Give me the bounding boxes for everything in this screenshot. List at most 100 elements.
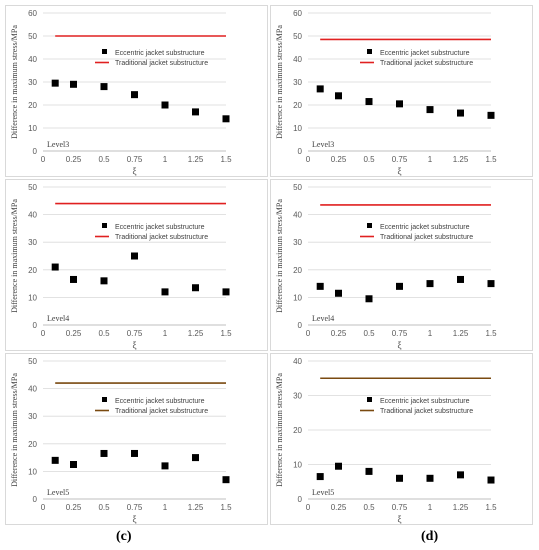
eccentric-data-point — [316, 473, 324, 481]
x-axis-label: ξ — [132, 514, 136, 524]
x-tick-label: 0.25 — [66, 503, 82, 512]
y-axis-label: Difference in maximum stress/MPa — [10, 373, 19, 487]
y-tick-label: 60 — [28, 9, 37, 18]
eccentric-data-point — [131, 91, 138, 99]
y-tick-label: 0 — [298, 321, 303, 330]
y-tick-label: 20 — [293, 426, 302, 435]
x-tick-label: 0.25 — [66, 155, 82, 164]
y-tick-label: 10 — [28, 124, 37, 133]
y-tick-label: 30 — [293, 238, 302, 247]
x-tick-label: 0.75 — [127, 329, 143, 338]
x-tick-label: 1.25 — [188, 155, 204, 164]
x-tick-label: 0.75 — [127, 503, 143, 512]
y-tick-label: 40 — [28, 211, 37, 220]
eccentric-data-point — [335, 462, 342, 470]
eccentric-data-point — [335, 289, 342, 297]
x-tick-label: 0.75 — [392, 503, 408, 512]
x-tick-label: 0 — [41, 503, 46, 512]
eccentric-data-point — [396, 474, 403, 482]
eccentric-data-point — [487, 476, 495, 484]
y-tick-label: 40 — [293, 357, 302, 366]
y-tick-label: 10 — [28, 467, 37, 476]
y-tick-label: 20 — [28, 440, 37, 449]
y-axis-label: Difference in maximum stress/MPa — [275, 25, 284, 139]
eccentric-data-point — [192, 284, 199, 292]
y-tick-label: 50 — [293, 32, 302, 41]
level-label: Level4 — [312, 314, 334, 323]
eccentric-data-point — [51, 263, 59, 271]
y-tick-label: 30 — [293, 78, 302, 87]
y-tick-label: 30 — [28, 78, 37, 87]
y-tick-label: 40 — [293, 55, 302, 64]
legend-label-eccentric: Eccentric jacket substructure — [115, 50, 205, 57]
panel-frame-d-level3 — [270, 5, 533, 177]
legend-label-traditional: Traditional jacket substructure — [115, 60, 208, 67]
x-tick-label: 0 — [41, 155, 46, 164]
legend-label-traditional: Traditional jacket substructure — [115, 234, 208, 241]
y-axis-label: Difference in maximum stress/MPa — [10, 199, 19, 313]
x-axis-label: ξ — [132, 340, 136, 350]
legend-marker-eccentric — [367, 397, 372, 402]
y-tick-label: 0 — [298, 495, 303, 504]
x-tick-label: 1.5 — [485, 503, 497, 512]
y-tick-label: 40 — [293, 211, 302, 220]
x-tick-label: 0.25 — [331, 329, 347, 338]
eccentric-data-point — [457, 471, 464, 479]
x-tick-label: 0.5 — [363, 155, 375, 164]
legend-marker-eccentric — [102, 49, 107, 54]
y-tick-label: 30 — [28, 412, 37, 421]
eccentric-data-point — [51, 456, 59, 464]
x-tick-label: 0.5 — [363, 503, 375, 512]
chart-c-level5: 0 10 20 30 40 50 0 0.25 0.5 0.75 1 1.25 1.5 ξ Differen… — [10, 357, 232, 524]
y-tick-label: 40 — [28, 55, 37, 64]
x-tick-label: 1 — [163, 503, 168, 512]
legend-marker-eccentric — [102, 397, 107, 402]
eccentric-data-point — [192, 108, 199, 116]
x-tick-label: 1.25 — [453, 155, 469, 164]
eccentric-data-point — [335, 92, 342, 100]
y-tick-label: 30 — [28, 238, 37, 247]
level-label: Level4 — [47, 314, 69, 323]
x-tick-label: 0.75 — [127, 155, 143, 164]
x-tick-label: 1.25 — [453, 329, 469, 338]
eccentric-data-point — [316, 85, 324, 93]
y-tick-label: 20 — [28, 266, 37, 275]
eccentric-data-point — [100, 83, 108, 91]
eccentric-data-point — [222, 288, 230, 296]
panel-frame-c-level3 — [5, 5, 268, 177]
x-tick-label: 1.5 — [485, 329, 497, 338]
eccentric-data-point — [161, 101, 169, 109]
x-tick-label: 0.5 — [98, 503, 110, 512]
y-tick-label: 0 — [33, 147, 38, 156]
x-tick-label: 0.75 — [392, 329, 408, 338]
eccentric-data-point — [426, 474, 434, 482]
x-tick-label: 1 — [428, 329, 433, 338]
level-label: Level3 — [47, 140, 69, 149]
panel-frame-d-level5 — [270, 353, 533, 525]
eccentric-data-point — [426, 106, 434, 114]
legend-label-traditional: Traditional jacket substructure — [380, 60, 473, 67]
y-axis-label: Difference in maximum stress/MPa — [275, 199, 284, 313]
x-tick-label: 1 — [428, 503, 433, 512]
y-axis-label: Difference in maximum stress/MPa — [10, 25, 19, 139]
eccentric-data-point — [131, 252, 138, 260]
x-tick-label: 1 — [428, 155, 433, 164]
eccentric-data-point — [365, 295, 373, 303]
eccentric-data-point — [51, 79, 59, 87]
legend-label-traditional: Traditional jacket substructure — [115, 408, 208, 415]
chart-d-level3: 0 10 20 30 40 50 60 0 0.25 0.5 0.75 1 1.25 1.5 ξ Differ… — [275, 9, 497, 176]
legend-label-eccentric: Eccentric jacket substructure — [380, 398, 470, 405]
x-axis-label: ξ — [397, 514, 401, 524]
eccentric-data-point — [70, 461, 77, 468]
eccentric-data-point — [70, 80, 77, 88]
y-tick-label: 20 — [28, 101, 37, 110]
eccentric-data-point — [365, 467, 373, 475]
column-label-d: (d) — [421, 529, 439, 544]
x-tick-label: 0.75 — [392, 155, 408, 164]
eccentric-data-point — [100, 449, 108, 457]
chart-c-level3: 0 10 20 30 40 50 60 0 0.25 0.5 0.75 1 1.25 1.5 ξ Differ… — [10, 9, 232, 176]
x-axis-label: ξ — [132, 166, 136, 176]
level-label: Level5 — [312, 488, 334, 497]
x-tick-label: 1.25 — [453, 503, 469, 512]
y-tick-label: 30 — [293, 392, 302, 401]
